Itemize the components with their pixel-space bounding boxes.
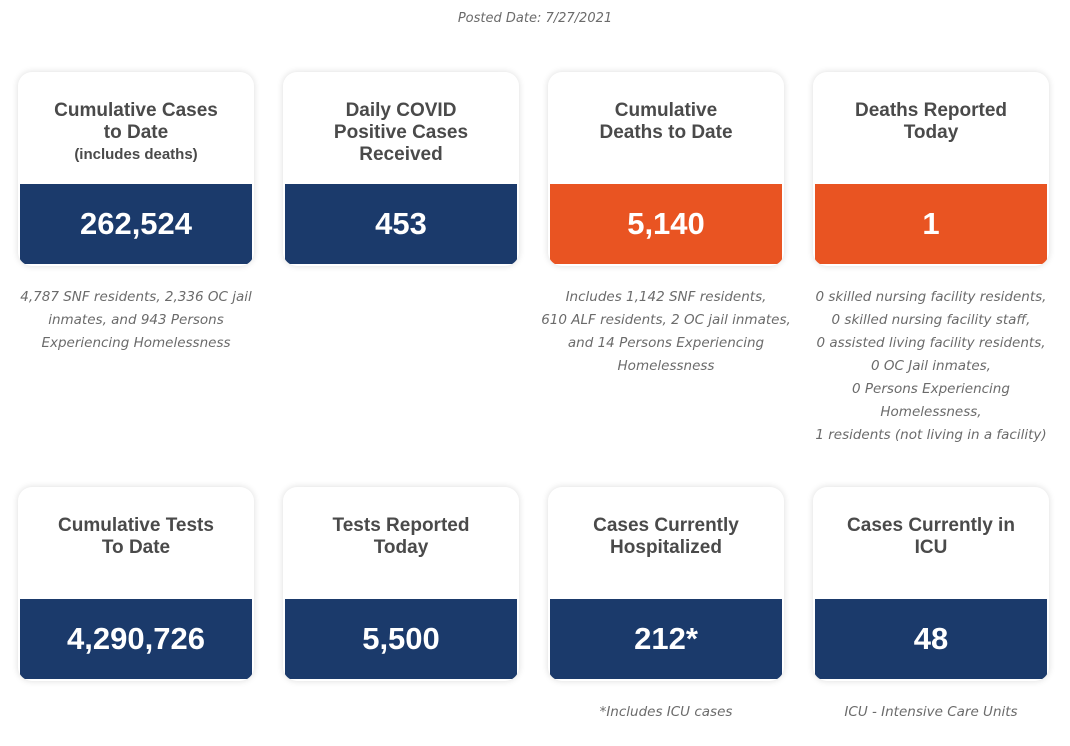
card-note-line: 1 residents (not living in a facility) — [815, 427, 1047, 443]
card-note-cumulative-cases-to-date: 4,787 SNF residents, 2,336 OC jail inmate… — [11, 286, 261, 355]
card-value: 262,524 — [20, 184, 252, 264]
card-note-line: Homelessness — [617, 358, 715, 374]
card-subtitle: (includes deaths) — [74, 146, 198, 163]
card-note-line: 0 OC Jail inmates, — [871, 358, 991, 374]
card-title-line: Cases Currently — [593, 515, 739, 536]
card-title-line: Daily COVID — [345, 100, 457, 121]
card-title-line: Deaths to Date — [599, 122, 733, 143]
card-tests-reported-today: Tests Reported Today 5,500 — [283, 487, 519, 681]
card-note-line: Includes 1,142 SNF residents, — [565, 289, 767, 305]
card-value: 5,500 — [285, 599, 517, 679]
card-title: Cumulative Deaths to Date — [554, 100, 778, 144]
card-title-line: Tests Reported — [332, 515, 470, 536]
card-note-line: Experiencing Homelessness — [41, 335, 231, 351]
card-value: 1 — [815, 184, 1047, 264]
card-title: Deaths Reported Today — [819, 100, 1043, 144]
card-note-line: 610 ALF residents, 2 OC jail inmates, — [541, 312, 791, 328]
card-title-line: ICU — [914, 537, 948, 558]
card-note-line: ICU - Intensive Care Units — [844, 704, 1018, 720]
card-title-line: Cases Currently in — [847, 515, 1015, 536]
card-note-cases-currently-in-icu: ICU - Intensive Care Units — [806, 701, 1056, 724]
card-value: 453 — [285, 184, 517, 264]
card-note-deaths-reported-today: 0 skilled nursing facility residents, 0 s… — [806, 286, 1056, 447]
card-title: Cumulative Tests To Date — [24, 515, 248, 559]
card-title-line: Cumulative Tests — [58, 515, 214, 536]
card-note-cumulative-deaths-to-date: Includes 1,142 SNF residents, 610 ALF res… — [541, 286, 791, 378]
card-cumulative-cases-to-date: Cumulative Cases to Date (includes deaths)… — [18, 72, 254, 266]
card-title: Daily COVID Positive Cases Received — [289, 100, 513, 166]
card-note-line: *Includes ICU cases — [599, 704, 733, 720]
card-note-line: inmates, and 943 Persons — [48, 312, 224, 328]
card-value: 212* — [550, 599, 782, 679]
card-cases-currently-in-icu: Cases Currently in ICU 48 — [813, 487, 1049, 681]
card-value: 4,290,726 — [20, 599, 252, 679]
card-title-line: Cumulative Cases — [54, 100, 218, 121]
card-note-cases-currently-hospitalized: *Includes ICU cases — [541, 701, 791, 724]
card-note-line: 0 assisted living facility residents, — [816, 335, 1046, 351]
card-title-line: Cumulative — [614, 100, 718, 121]
card-title-line: Deaths Reported — [854, 100, 1008, 121]
card-title-line: Hospitalized — [610, 537, 722, 558]
card-title-line: To Date — [101, 537, 171, 558]
card-note-line: 4,787 SNF residents, 2,336 OC jail — [20, 289, 252, 305]
card-daily-covid-positive-cases-received: Daily COVID Positive Cases Received 453 — [283, 72, 519, 266]
card-title-line: Positive Cases — [333, 122, 469, 143]
card-cumulative-tests-to-date: Cumulative Tests To Date 4,290,726 — [18, 487, 254, 681]
card-title: Tests Reported Today — [289, 515, 513, 559]
card-note-line: 0 skilled nursing facility residents, — [815, 289, 1047, 305]
card-note-line: 0 skilled nursing facility staff, — [831, 312, 1031, 328]
card-title-line: Today — [903, 122, 959, 143]
card-title-line: Today — [373, 537, 429, 558]
card-cumulative-deaths-to-date: Cumulative Deaths to Date 5,140 — [548, 72, 784, 266]
card-title: Cumulative Cases to Date (includes deaths) — [24, 100, 248, 166]
card-title-line: Received — [359, 144, 443, 165]
card-note-line: 0 Persons Experiencing — [852, 381, 1010, 397]
card-value: 48 — [815, 599, 1047, 679]
card-deaths-reported-today: Deaths Reported Today 1 — [813, 72, 1049, 266]
card-cases-currently-hospitalized: Cases Currently Hospitalized 212* — [548, 487, 784, 681]
card-title-line: to Date — [103, 122, 169, 143]
card-title: Cases Currently in ICU — [819, 515, 1043, 559]
posted-date: Posted Date: 7/27/2021 — [457, 11, 613, 26]
card-note-line: and 14 Persons Experiencing — [567, 335, 765, 351]
card-title: Cases Currently Hospitalized — [554, 515, 778, 559]
card-note-line: Homelessness, — [880, 404, 982, 420]
card-value: 5,140 — [550, 184, 782, 264]
